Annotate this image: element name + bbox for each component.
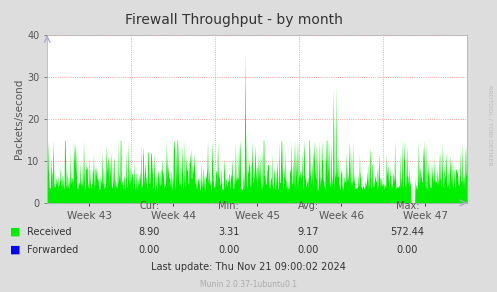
Y-axis label: Packets/second: Packets/second	[14, 79, 24, 159]
Text: 8.90: 8.90	[138, 227, 160, 237]
Text: ■: ■	[10, 227, 20, 237]
Text: 572.44: 572.44	[391, 227, 424, 237]
Text: Firewall Throughput - by month: Firewall Throughput - by month	[125, 13, 342, 27]
Text: Forwarded: Forwarded	[27, 245, 79, 255]
Text: 0.00: 0.00	[397, 245, 418, 255]
Text: Max:: Max:	[396, 201, 419, 211]
Text: Last update: Thu Nov 21 09:00:02 2024: Last update: Thu Nov 21 09:00:02 2024	[151, 262, 346, 272]
Text: Cur:: Cur:	[139, 201, 159, 211]
Text: Avg:: Avg:	[298, 201, 319, 211]
Text: 9.17: 9.17	[297, 227, 319, 237]
Text: 0.00: 0.00	[218, 245, 240, 255]
Text: RRDTOOL / TOBI OETIKER: RRDTOOL / TOBI OETIKER	[487, 85, 492, 166]
Text: Min:: Min:	[218, 201, 239, 211]
Text: ■: ■	[10, 245, 20, 255]
Text: 0.00: 0.00	[138, 245, 160, 255]
Text: 0.00: 0.00	[297, 245, 319, 255]
Text: Munin 2.0.37-1ubuntu0.1: Munin 2.0.37-1ubuntu0.1	[200, 280, 297, 289]
Text: 3.31: 3.31	[218, 227, 240, 237]
Text: Received: Received	[27, 227, 72, 237]
